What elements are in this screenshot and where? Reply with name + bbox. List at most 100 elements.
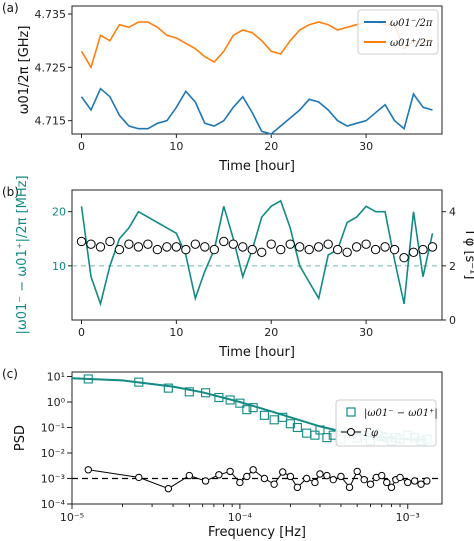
psd-gamma-point [423,477,431,485]
panel-c-series [71,374,442,493]
panel-a-xtick-label: 0 [78,140,85,153]
gamma-phi-point [276,244,286,255]
gamma-phi-point [266,239,276,249]
gamma-phi-point [332,244,343,255]
gamma-phi-point [124,239,134,249]
gamma-phi-point [143,239,153,249]
gamma-phi-point [76,236,87,247]
legend-label-gamma: Γφ [363,428,378,439]
panel-b-xtick-label: 0 [78,326,85,339]
panel-c-label: (c) [2,367,18,381]
psd-gamma-point [323,471,331,480]
gamma-phi-point [219,236,229,247]
psd-gamma-point [293,483,302,492]
psd-gamma-point [236,478,244,487]
gamma-phi-point [313,242,324,252]
panel-b-xtick-label: 20 [264,326,278,339]
panel-a-ylabel: ω01/2π [GHz] [17,26,32,115]
psd-gamma-point [249,466,257,474]
psd-gamma-point [387,483,396,492]
panel-a-y-ticks: 4.715 4.725 4.735 [35,8,72,128]
series-frequency-difference-line [80,199,434,307]
panel-c-xtick-label: 10⁻⁵ [60,511,84,524]
legend-label-omega-plus: ω01⁺/2π [390,38,433,49]
psd-gamma-point [302,474,311,483]
panel-c-x-ticks: 10⁻⁵ 10⁻⁴ 10⁻³ [60,504,420,524]
psd-gamma-point [260,474,269,483]
gamma-phi-point [86,239,96,249]
psd-gamma-point [396,473,404,482]
panel-b-ytick-label: 10 [52,260,66,273]
panel-b-xtick-label: 30 [359,326,373,339]
panel-c: (c) 10⁻⁵ 10⁻⁴ 10⁻³ 10⁻⁴10⁻³10⁻²10⁻¹10⁰10¹ … [2,367,443,540]
gamma-phi-point [351,242,362,252]
panel-b-y-ticks: 10 20 [52,206,72,273]
gamma-phi-point [342,247,352,257]
psd-gamma-point [279,468,287,476]
gamma-phi-point [427,242,438,252]
gamma-phi-point [418,244,428,255]
psd-gamma-point [345,483,354,492]
psd-frequency-difference-point [201,388,211,398]
psd-gamma-point [337,472,345,481]
panel-a-axes-frame [71,5,443,135]
psd-gamma-point [329,475,337,484]
psd-gamma-point [185,471,194,480]
gamma-phi-point [370,244,381,255]
panel-b-xtick-label: 10 [169,326,183,339]
panel-c-y-ticks: 10⁻⁴ 10⁻³ 10⁻² 10⁻¹ 10⁰ 10¹ [41,370,72,511]
psd-gamma-point [270,480,278,488]
panel-a-xtick-label: 10 [169,140,183,153]
psd-frequency-difference-point [248,403,258,413]
gamma-phi-point [257,247,267,257]
gamma-phi-point [399,253,409,263]
gamma-phi-point [247,244,257,255]
panel-a-xtick-label: 20 [264,140,278,153]
panel-b-x-ticks: 0 10 20 30 [78,320,373,339]
panel-b-right-ytick-label: 2 [449,260,456,273]
series-omega-minus-line [80,87,433,135]
psd-frequency-difference-point [269,415,279,425]
psd-frequency-difference-point [83,374,93,384]
gamma-phi-point [238,242,248,252]
panel-a-x-ticks: 0 10 20 30 [78,134,373,153]
gamma-phi-point [162,242,172,252]
gamma-phi-point [200,242,210,252]
psd-gamma-point [410,477,419,485]
psd-gamma-point [84,466,92,474]
psd-gamma-point [360,475,368,484]
panel-a-ytick-label: 4.735 [35,8,67,21]
psd-gamma-point [366,480,375,488]
legend-label-omega-minus: ω01⁻/2π [390,18,433,29]
gamma-phi-point [389,244,400,255]
psd-gamma-point [286,472,295,481]
panel-c-ytick-label: 10⁻¹ [41,421,65,434]
panel-c-ytick-label: 10⁻² [41,447,65,460]
psd-gamma-point [164,484,173,493]
gamma-phi-point [361,239,371,249]
panel-c-ytick-label: 10⁰ [47,396,66,409]
panel-a-xtick-label: 30 [359,140,373,153]
legend-label-psd-diff: |ω01⁻ − ω01⁺| [364,408,438,419]
gamma-phi-point [380,242,390,252]
panel-c-ytick-label: 10⁻⁴ [41,498,66,511]
gamma-phi-point [294,242,305,252]
panel-c-xtick-label: 10⁻⁴ [228,511,253,524]
psd-gamma-point [215,471,223,479]
psd-frequency-difference-point [134,377,144,387]
panel-b-right-y-ticks: 0 2 4 [442,206,456,327]
panel-b-xlabel: Time [hour] [218,345,295,360]
legend-swatch-psd-diff [346,407,356,417]
panel-a-ytick-label: 4.715 [35,115,67,128]
panel-b-axes-frame [71,189,443,321]
psd-frequency-difference-point [163,383,173,393]
psd-gamma-point [353,467,361,476]
panel-c-ylabel: PSD [13,425,28,451]
panel-b-ylabel: |ω01⁻ − ω01⁺|/2π [MHz] [15,175,30,334]
gamma-phi-point [209,244,220,255]
gamma-phi-point [285,239,295,249]
psd-gamma-point [135,473,143,482]
panel-b-ytick-label: 20 [52,206,66,219]
